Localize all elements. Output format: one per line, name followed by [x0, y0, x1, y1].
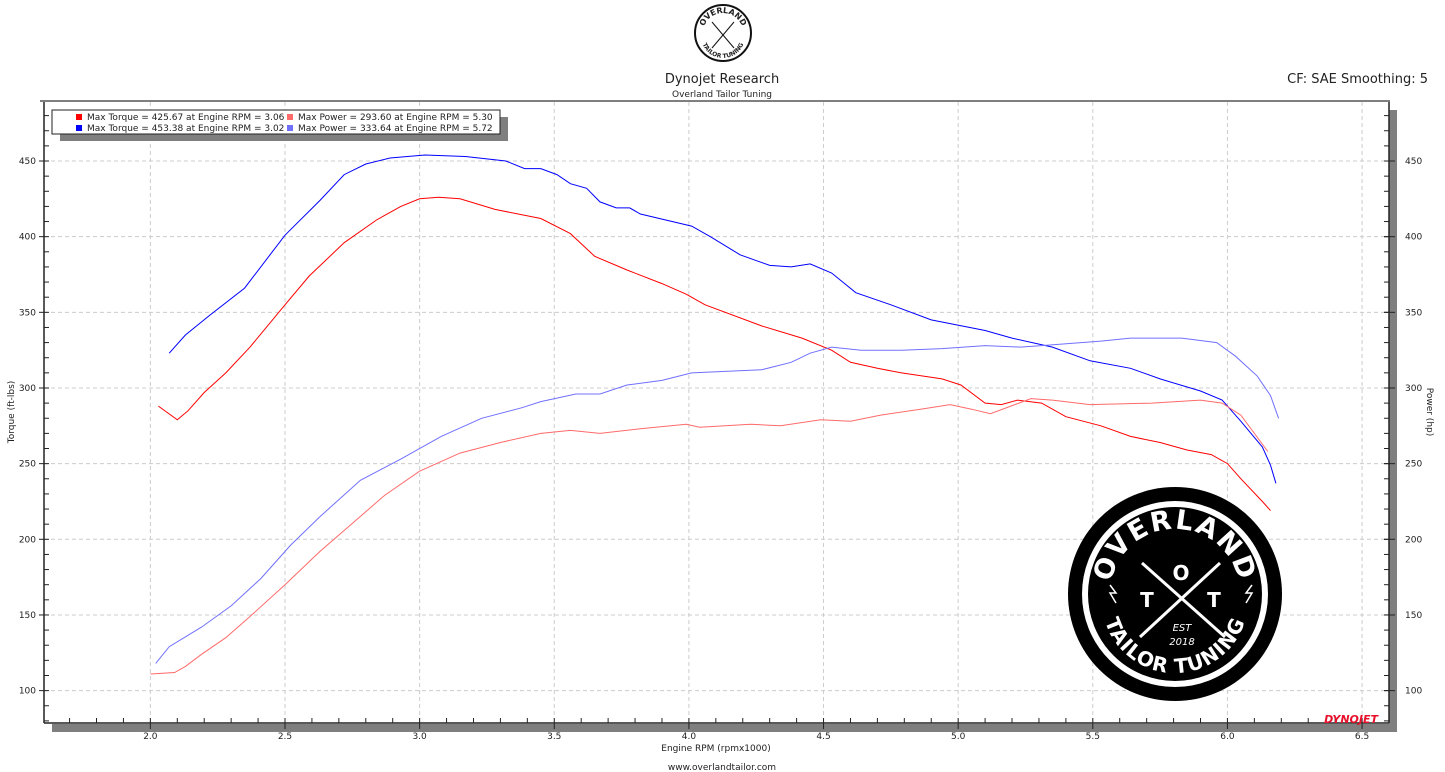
frame-shadow-right [1389, 110, 1397, 732]
x-tick-label: 6.5 [1355, 732, 1369, 742]
y2-tick-label: 150 [1405, 611, 1422, 621]
y-tick-label: 150 [19, 611, 36, 621]
legend-swatch [287, 114, 293, 120]
watermark-est: EST [1173, 623, 1193, 634]
series-lines [150, 154, 1280, 675]
legend-swatch [76, 114, 82, 120]
series-line-2 [150, 398, 1269, 675]
y2-tick-label: 350 [1405, 308, 1422, 318]
watermark-o: O [1172, 561, 1189, 585]
y2-axis-label: Power (hp) [1424, 388, 1434, 437]
cf-info: CF: SAE Smoothing: 5 [1287, 72, 1428, 87]
y-tick-label: 350 [19, 308, 36, 318]
y2-tick-label: 100 [1405, 687, 1422, 697]
legend: Max Torque = 425.67 at Engine RPM = 3.06… [51, 109, 508, 141]
y-tick-label: 300 [19, 384, 36, 394]
y2-tick-label: 250 [1405, 460, 1422, 470]
y2-tick-label: 400 [1405, 233, 1422, 243]
legend-swatch [76, 125, 82, 131]
x-axis-label: Engine RPM (rpmx1000) [661, 744, 770, 754]
lightning-icon [1108, 584, 1118, 604]
lightning-icon [1244, 584, 1254, 604]
y-tick-label: 450 [19, 157, 36, 167]
x-tick-label: 4.0 [682, 732, 697, 742]
x-tick-label: 2.0 [143, 732, 158, 742]
y-tick-label: 100 [19, 687, 36, 697]
x-tick-label: 5.0 [951, 732, 966, 742]
y2-tick-label: 300 [1405, 384, 1422, 394]
y2-tick-label: 200 [1405, 535, 1422, 545]
dynojet-logo: DYNOJET [1324, 713, 1379, 726]
watermark-t-right: T [1207, 588, 1221, 612]
legend-swatch [287, 125, 293, 131]
watermark-t-left: T [1140, 588, 1154, 612]
x-tick-label: 3.0 [412, 732, 427, 742]
x-tick-label: 4.5 [816, 732, 830, 742]
small-logo: OVERLAND TAILOR TUNING [694, 4, 752, 62]
series-line-3 [155, 337, 1280, 664]
x-tick-label: 5.5 [1086, 732, 1100, 742]
x-tick-label: 6.0 [1220, 732, 1235, 742]
axes: 2.0 2.5 3.0 3.5 4.0 4.5 5.0 5.5 6.0 6.5 100 100 150 1… [19, 102, 1422, 742]
y2-tick-label: 450 [1405, 157, 1422, 167]
x-tick-label: 3.5 [547, 732, 561, 742]
legend-item: Max Torque = 425.67 at Engine RPM = 3.06 [87, 113, 285, 123]
legend-item: Max Power = 333.64 at Engine RPM = 5.72 [298, 124, 493, 134]
chart-subtitle: Overland Tailor Tuning [672, 90, 772, 100]
watermark-logo: OVERLAND TAILOR TUNING O T T EST 2018 [1068, 487, 1282, 701]
x-tick-label: 2.5 [278, 732, 292, 742]
series-line-1 [168, 154, 1277, 484]
y-tick-label: 400 [19, 233, 36, 243]
chart-title: Dynojet Research [665, 72, 779, 87]
series-line-0 [158, 196, 1271, 511]
watermark-year: 2018 [1169, 637, 1194, 648]
y-tick-label: 200 [19, 535, 36, 545]
legend-item: Max Torque = 453.38 at Engine RPM = 3.02 [87, 124, 284, 134]
y-tick-label: 250 [19, 460, 36, 470]
footer-url: www.overlandtailor.com [668, 763, 776, 772]
frame-shadow-bottom [52, 724, 1397, 732]
legend-item: Max Power = 293.60 at Engine RPM = 5.30 [298, 113, 493, 123]
y-axis-label: Torque (ft-lbs) [7, 381, 17, 445]
